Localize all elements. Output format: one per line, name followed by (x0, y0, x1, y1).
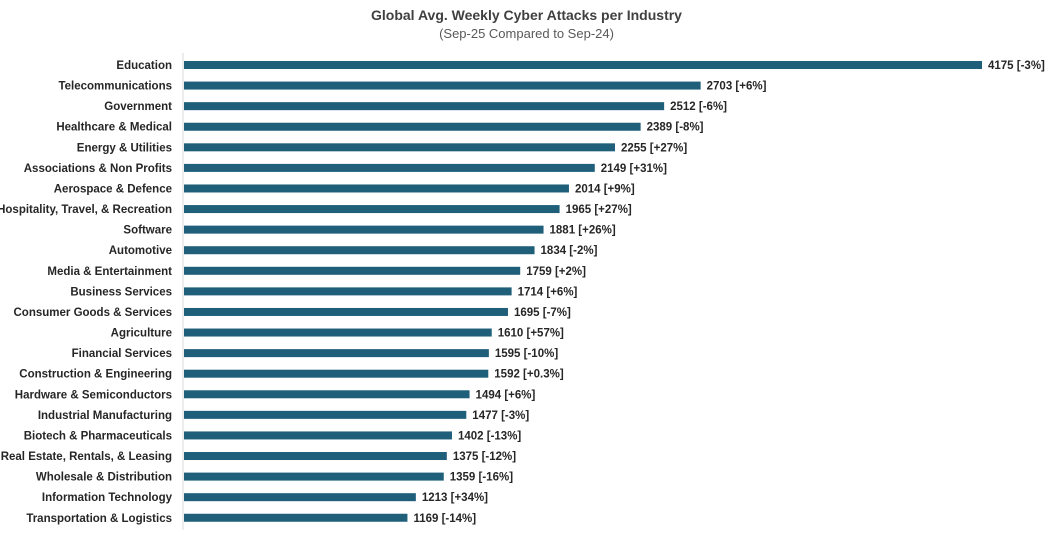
data-label: 2389 [-8%] (647, 122, 704, 134)
category-label: Biotech & Pharmaceuticals (24, 430, 172, 442)
data-label: 1881 [+26%] (550, 225, 616, 237)
bar (184, 307, 508, 316)
data-label: 2512 [-6%] (670, 101, 727, 113)
category-label: Information Technology (42, 492, 173, 504)
data-label: 2014 [+9%] (575, 183, 635, 195)
category-label: Agriculture (111, 328, 172, 340)
category-label: Automotive (109, 245, 172, 257)
bar (184, 472, 444, 481)
category-label: Consumer Goods & Services (14, 307, 173, 319)
data-label: 1714 [+6%] (518, 286, 578, 298)
bar (184, 349, 489, 358)
bar (184, 122, 641, 131)
data-label: 1375 [-12%] (453, 451, 516, 463)
category-label: Energy & Utilities (77, 142, 172, 154)
category-label: Telecommunications (58, 81, 172, 93)
bar (184, 102, 665, 111)
category-label: Hardware & Semiconductors (15, 389, 172, 401)
category-label: Financial Services (72, 348, 172, 360)
bar (184, 225, 544, 234)
bar (184, 246, 535, 255)
data-label: 4175 [-3%] (988, 60, 1045, 72)
data-label: 1494 [+6%] (476, 389, 536, 401)
bar (184, 81, 701, 90)
bar (184, 143, 616, 152)
bar (184, 205, 560, 214)
data-label: 1759 [+2%] (526, 266, 586, 278)
bar (184, 328, 492, 337)
category-label: Education (116, 60, 172, 72)
bar (184, 513, 408, 522)
chart-title: Global Avg. Weekly Cyber Attacks per Ind… (371, 7, 682, 23)
data-label: 1965 [+27%] (566, 204, 632, 216)
category-label: Real Estate, Rentals, & Leasing (1, 451, 172, 463)
category-label: Wholesale & Distribution (36, 472, 172, 484)
data-label: 1359 [-16%] (450, 472, 513, 484)
bar (184, 61, 982, 69)
category-label: Associations & Non Profits (24, 163, 172, 175)
bar (184, 493, 416, 502)
category-label: Business Services (70, 286, 172, 298)
bar (184, 390, 470, 399)
data-label: 1169 [-14%] (413, 513, 476, 525)
data-label: 1477 [-3%] (472, 410, 529, 422)
data-label: 1610 [+57%] (498, 328, 564, 340)
bar (184, 184, 569, 193)
category-label: Aerospace & Defence (54, 183, 172, 195)
category-label: Government (104, 101, 172, 113)
data-label: 1402 [-13%] (458, 430, 521, 442)
bar (184, 452, 447, 461)
category-label: Software (123, 225, 172, 237)
category-label: Healthcare & Medical (56, 122, 172, 134)
category-label: Transportation & Logistics (26, 513, 172, 525)
data-label: 2703 [+6%] (707, 81, 767, 93)
bar (184, 431, 452, 440)
data-label: 2149 [+31%] (601, 163, 667, 175)
bar (184, 369, 489, 378)
category-label: Hospitality, Travel, & Recreation (0, 204, 172, 216)
bar (184, 287, 512, 296)
category-label: Media & Entertainment (47, 266, 172, 278)
bar (184, 410, 467, 419)
data-label: 1592 [+0.3%] (494, 369, 564, 381)
bar (184, 163, 595, 172)
bar (184, 266, 521, 275)
data-label: 1213 [+34%] (422, 492, 488, 504)
category-label: Industrial Manufacturing (38, 410, 172, 422)
chart-subtitle: (Sep-25 Compared to Sep-24) (439, 26, 614, 41)
data-label: 1834 [-2%] (541, 245, 598, 257)
data-label: 1595 [-10%] (495, 348, 558, 360)
data-label: 1695 [-7%] (514, 307, 571, 319)
category-label: Construction & Engineering (19, 369, 172, 381)
data-label: 2255 [+27%] (621, 142, 687, 154)
